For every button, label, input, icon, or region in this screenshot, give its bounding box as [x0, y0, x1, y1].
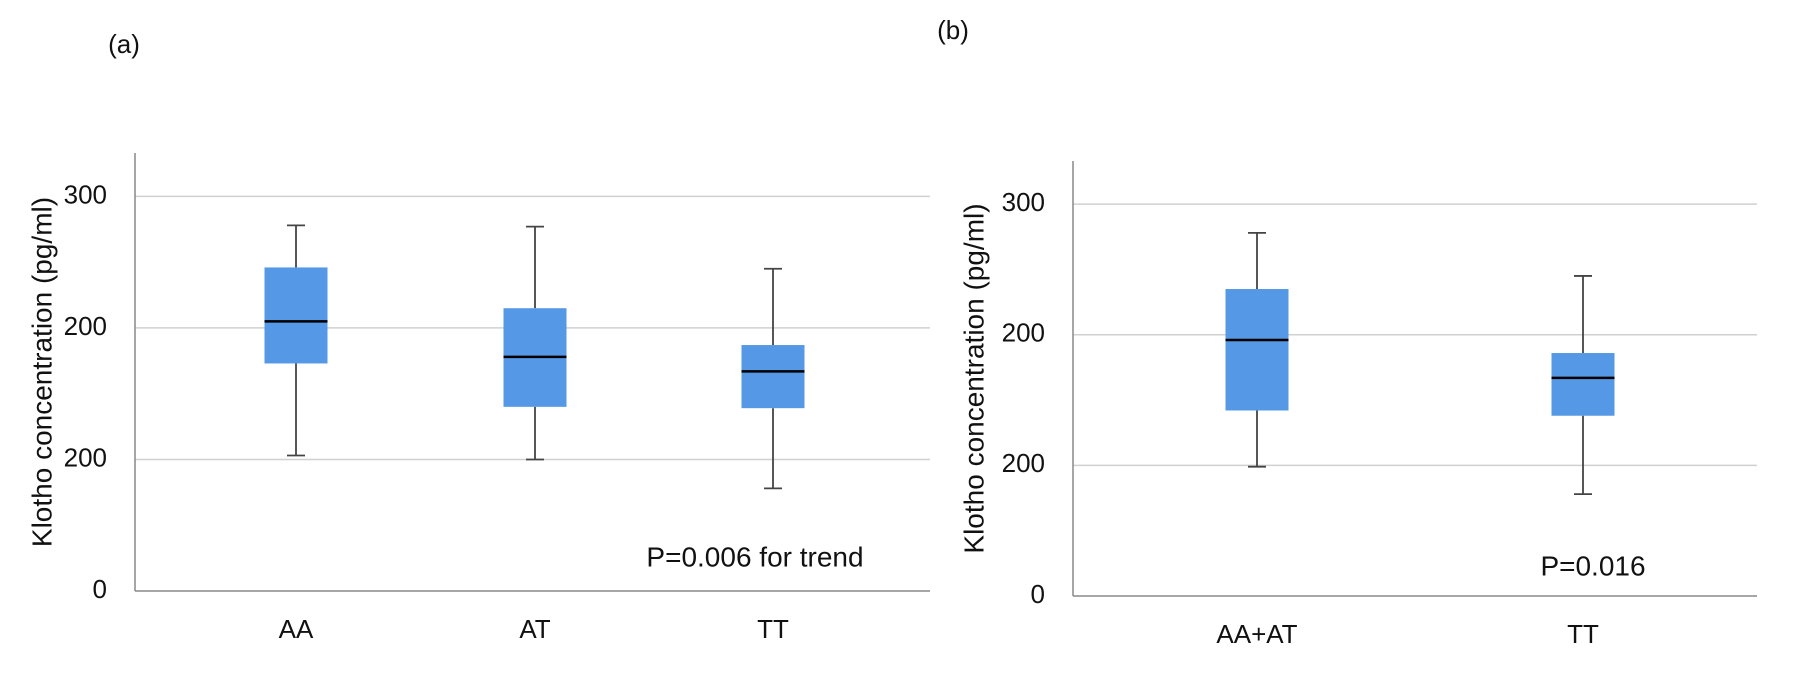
box: [264, 267, 328, 364]
x-tick-label: AA+AT: [1216, 619, 1297, 649]
y-tick-label: 300: [1002, 187, 1045, 217]
annotation: P=0.006 for trend: [646, 541, 863, 572]
y-tick-label: 0: [1031, 579, 1045, 609]
y-tick-label: 200: [64, 311, 107, 341]
annotation: P=0.016: [1540, 550, 1645, 581]
y-axis-label: Klotho concentration (pg/ml): [958, 203, 989, 553]
x-tick-label: TT: [757, 614, 789, 644]
panel-label: (b): [937, 15, 969, 45]
y-tick-label: 0: [93, 574, 107, 604]
y-tick-label: 200: [1002, 318, 1045, 348]
panel-label: (a): [108, 29, 140, 59]
box: [741, 345, 805, 409]
x-tick-label: TT: [1567, 619, 1599, 649]
y-axis-label: Klotho concentration (pg/ml): [26, 197, 57, 547]
y-tick-label: 200: [1002, 448, 1045, 478]
x-tick-label: AT: [519, 614, 550, 644]
x-tick-label: AA: [279, 614, 314, 644]
y-tick-label: 200: [64, 442, 107, 472]
box: [1225, 289, 1289, 411]
box: [1551, 353, 1615, 416]
y-tick-label: 300: [64, 179, 107, 209]
